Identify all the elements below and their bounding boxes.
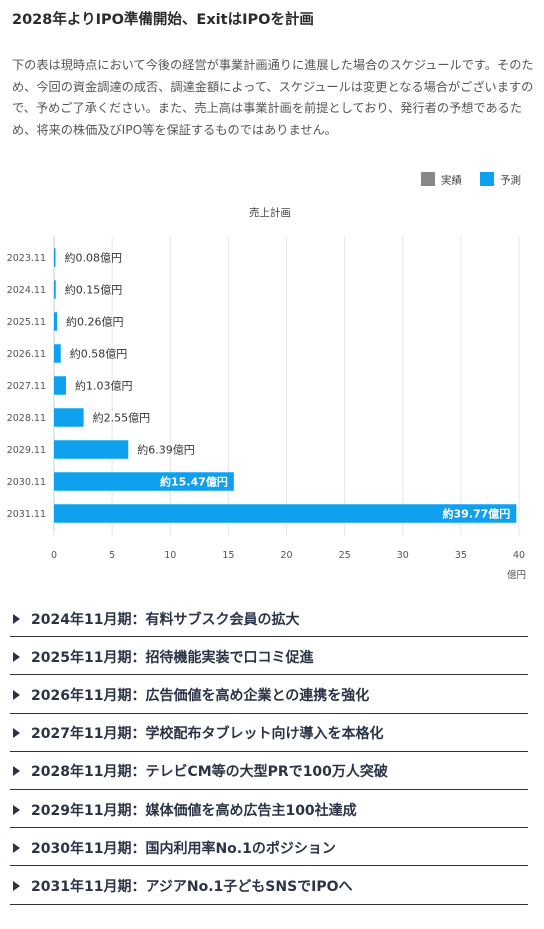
bar-2027.11[interactable] [54,376,66,395]
bar-value-label: 約0.26億円 [66,315,124,329]
x-tick-label: 35 [455,550,467,561]
bar-value-label: 約39.77億円 [443,507,511,521]
milestone-item[interactable]: 2029年11月期：媒体価値を高め広告主100社達成 [10,790,528,829]
bar-value-label: 約0.58億円 [70,347,128,361]
milestone-label: 2028年11月期：テレビCM等の大型PRで100万人突破 [31,764,388,781]
milestone-item[interactable]: 2024年11月期：有料サブスク会員の拡大 [10,599,528,638]
x-tick-label: 5 [109,550,115,561]
milestone-label: 2026年11月期：広告価値を高め企業との連携を強化 [31,687,370,704]
milestone-label: 2030年11月期：国内利用率No.1のポジション [31,840,336,857]
x-tick-label: 15 [222,550,234,561]
bar-value-label: 約0.08億円 [65,251,123,265]
bar-2028.11[interactable] [54,408,84,427]
triangle-right-icon [13,613,20,624]
triangle-right-icon [13,804,20,815]
legend-label-actual[interactable]: 実績 [441,174,462,187]
x-tick-label: 30 [397,550,409,561]
bar-value-label: 約1.03億円 [75,379,133,393]
milestone-label: 2024年11月期：有料サブスク会員の拡大 [31,611,300,628]
milestone-item[interactable]: 2030年11月期：国内利用率No.1のポジション [10,828,528,867]
milestone-label: 2031年11月期：アジアNo.1子どもSNSでIPOへ [31,878,353,895]
y-tick-label: 2023.11 [7,253,46,264]
milestone-label: 2025年11月期：招待機能実装で口コミ促進 [31,649,314,666]
bar-2030.11[interactable] [54,472,234,491]
milestone-item[interactable]: 2028年11月期：テレビCM等の大型PRで100万人突破 [10,752,528,790]
milestone-label: 2027年11月期：学校配布タブレット向け導入を本格化 [31,726,384,743]
legend-label-forecast[interactable]: 予測 [500,174,521,187]
x-tick-label: 0 [51,550,57,561]
x-axis-unit: 億円 [507,569,526,581]
bar-2025.11[interactable] [54,312,58,331]
bar-value-label: 約15.47億円 [160,475,228,489]
x-tick-label: 10 [164,550,176,561]
triangle-right-icon [13,880,20,891]
x-tick-label: 20 [280,550,292,561]
y-tick-label: 2029.11 [7,445,46,456]
triangle-right-icon [13,689,20,700]
bar-value-label: 約6.39億円 [137,443,195,457]
page-title: 2028年よりIPO準備開始、ExitはIPOを計画 [12,12,314,28]
triangle-right-icon [13,766,20,777]
bar-2029.11[interactable] [54,440,129,459]
schedule-description: 下の表は現時点において今後の経営が事業計画通りに進展した場合のスケジュールです。… [12,58,534,137]
bar-2023.11[interactable] [54,248,56,267]
y-tick-label: 2028.11 [7,413,46,424]
triangle-right-icon [13,651,20,662]
x-tick-label: 40 [513,550,525,561]
bar-2026.11[interactable] [54,344,61,363]
milestone-list: 2024年11月期：有料サブスク会員の拡大 2025年11月期：招待機能実装で口コ… [10,599,528,905]
x-tick-label: 25 [339,550,351,561]
y-tick-label: 2030.11 [7,477,46,488]
y-tick-label: 2024.11 [7,285,46,296]
legend-swatch-forecast[interactable] [480,172,494,186]
triangle-right-icon [13,728,20,739]
milestone-item[interactable]: 2031年11月期：アジアNo.1子どもSNSでIPOへ [10,866,528,905]
y-tick-label: 2027.11 [7,381,46,392]
chart-title: 売上計画 [249,206,291,219]
y-tick-label: 2031.11 [7,509,46,520]
legend-swatch-actual[interactable] [421,172,435,186]
y-tick-label: 2026.11 [7,349,46,360]
triangle-right-icon [13,842,20,853]
bar-2031.11[interactable] [54,504,517,523]
bar-2024.11[interactable] [54,280,56,299]
milestone-item[interactable]: 2026年11月期：広告価値を高め企業との連携を強化 [10,675,528,714]
bar-value-label: 約0.15億円 [65,283,123,297]
milestone-item[interactable]: 2027年11月期：学校配布タブレット向け導入を本格化 [10,714,528,752]
milestone-label: 2029年11月期：媒体価値を高め広告主100社達成 [31,802,357,819]
milestone-item[interactable]: 2025年11月期：招待機能実装で口コミ促進 [10,637,528,676]
bar-value-label: 約2.55億円 [93,411,151,425]
y-tick-label: 2025.11 [7,317,46,328]
